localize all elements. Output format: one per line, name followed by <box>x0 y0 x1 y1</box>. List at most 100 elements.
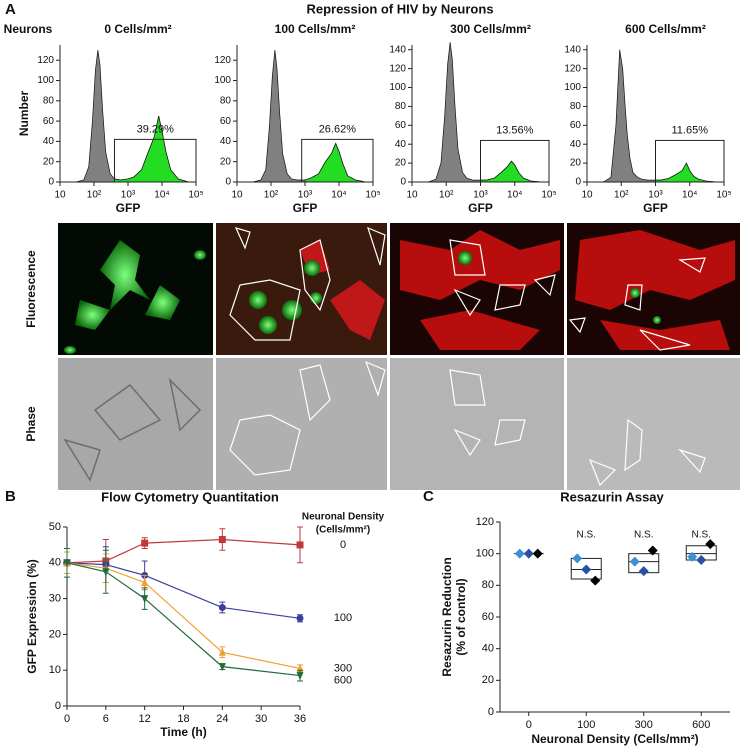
histogram-area <box>76 50 189 183</box>
point <box>687 551 698 562</box>
y-tick-label: 30 <box>49 593 61 605</box>
y-tick-label: 140 <box>389 44 406 55</box>
marker <box>63 559 71 568</box>
micrographs <box>58 223 740 490</box>
x-tick-label: 12 <box>139 713 151 725</box>
x-tick-label: 10 <box>54 190 66 201</box>
legend-label: 600 <box>334 674 352 686</box>
x-tick-label: 10⁴ <box>154 190 169 201</box>
marker <box>141 539 149 547</box>
y-tick-label: 10 <box>49 664 61 676</box>
x-label: Neuronal Density (Cells/mm²) <box>531 732 698 746</box>
green-cells <box>64 240 206 354</box>
x-tick-label: 10⁵ <box>716 190 731 201</box>
marker <box>218 604 226 612</box>
phase-image <box>58 358 213 490</box>
gated-area <box>655 162 717 183</box>
y-tick-label: 100 <box>37 75 54 86</box>
y-tick-label: 60 <box>220 116 232 127</box>
y-label: Number <box>17 91 31 137</box>
legend-title: Neuronal Density <box>302 512 385 523</box>
y-tick-label: 80 <box>482 579 494 591</box>
y-tick-label: 50 <box>49 521 61 533</box>
y-tick-label: 40 <box>482 643 494 655</box>
gate-label: 26.62% <box>319 123 357 135</box>
x-tick-label: 300 <box>635 719 653 731</box>
row-label: Phase <box>24 406 38 442</box>
marker <box>218 647 226 656</box>
y-tick-label: 20 <box>220 156 232 167</box>
y-tick-label: 80 <box>570 101 582 112</box>
gate-label: 13.56% <box>496 124 534 136</box>
x-tick-label: 10⁴ <box>682 190 697 201</box>
histogram-area <box>428 42 542 183</box>
y-tick-label: 100 <box>214 75 231 86</box>
x-label: GFP <box>643 201 668 215</box>
x-tick-label: 0 <box>64 713 70 725</box>
annotation: N.S. <box>634 530 653 541</box>
gated-area <box>114 115 189 183</box>
point <box>705 539 716 550</box>
y-tick-label: 120 <box>476 516 494 528</box>
point <box>629 556 640 567</box>
x-tick-label: 6 <box>103 713 109 725</box>
x-tick-label: 600 <box>692 719 710 731</box>
neurons-label: Neurons <box>4 22 53 36</box>
marker <box>218 663 226 672</box>
marker <box>218 536 226 544</box>
gated-area <box>304 142 366 183</box>
x-tick-label: 10² <box>439 190 454 201</box>
histogram-area <box>602 49 717 183</box>
y-tick-label: 20 <box>570 158 582 169</box>
y-tick-label: 0 <box>48 177 54 188</box>
panel-label: C <box>423 488 434 505</box>
y-tick-label: 0 <box>575 177 581 188</box>
x-tick-label: 18 <box>177 713 189 725</box>
x-tick-label: 30 <box>255 713 267 725</box>
x-tick-label: 100 <box>577 719 595 731</box>
point <box>514 548 525 559</box>
marker <box>102 568 110 577</box>
y-tick-label: 120 <box>564 63 581 74</box>
y-tick-label: 20 <box>49 628 61 640</box>
y-label: GFP Expression (%) <box>25 559 39 673</box>
x-label: GFP <box>116 201 141 215</box>
y-tick-label: 80 <box>395 101 407 112</box>
point <box>532 548 543 559</box>
chart-title: 100 Cells/mm² <box>275 22 356 36</box>
x-tick-label: 10 <box>231 190 243 201</box>
y-label: (% of control) <box>454 578 468 655</box>
point <box>696 555 707 565</box>
y-tick-label: 80 <box>43 95 55 106</box>
legend-title: (Cells/mm²) <box>316 525 370 536</box>
y-tick-label: 80 <box>220 95 232 106</box>
x-tick-label: 0 <box>526 719 532 731</box>
annotation: N.S. <box>577 530 596 541</box>
point <box>572 553 583 564</box>
y-tick-label: 40 <box>570 139 582 150</box>
y-tick-label: 100 <box>389 82 406 93</box>
x-tick-label: 10² <box>87 190 102 201</box>
legend-label: 100 <box>334 612 352 624</box>
chart-title: 0 Cells/mm² <box>104 22 171 36</box>
y-tick-label: 0 <box>400 177 406 188</box>
point <box>581 564 592 575</box>
x-label: Time (h) <box>160 725 206 739</box>
series-line <box>66 562 301 669</box>
histogram-area <box>253 50 366 183</box>
marker <box>296 541 304 549</box>
marker <box>296 672 304 681</box>
series-line <box>66 562 301 677</box>
x-tick-label: 10⁴ <box>507 190 522 201</box>
x-tick-label: 24 <box>216 713 228 725</box>
x-tick-label: 10³ <box>473 190 488 201</box>
series-line <box>66 538 301 564</box>
y-tick-label: 20 <box>482 674 494 686</box>
x-tick-label: 10³ <box>121 190 136 201</box>
x-label: GFP <box>293 201 318 215</box>
panel-label: B <box>5 488 16 505</box>
marker <box>141 595 149 604</box>
point <box>647 545 658 556</box>
gate-label: 39.29% <box>137 123 175 135</box>
annotation: N.S. <box>692 530 711 541</box>
